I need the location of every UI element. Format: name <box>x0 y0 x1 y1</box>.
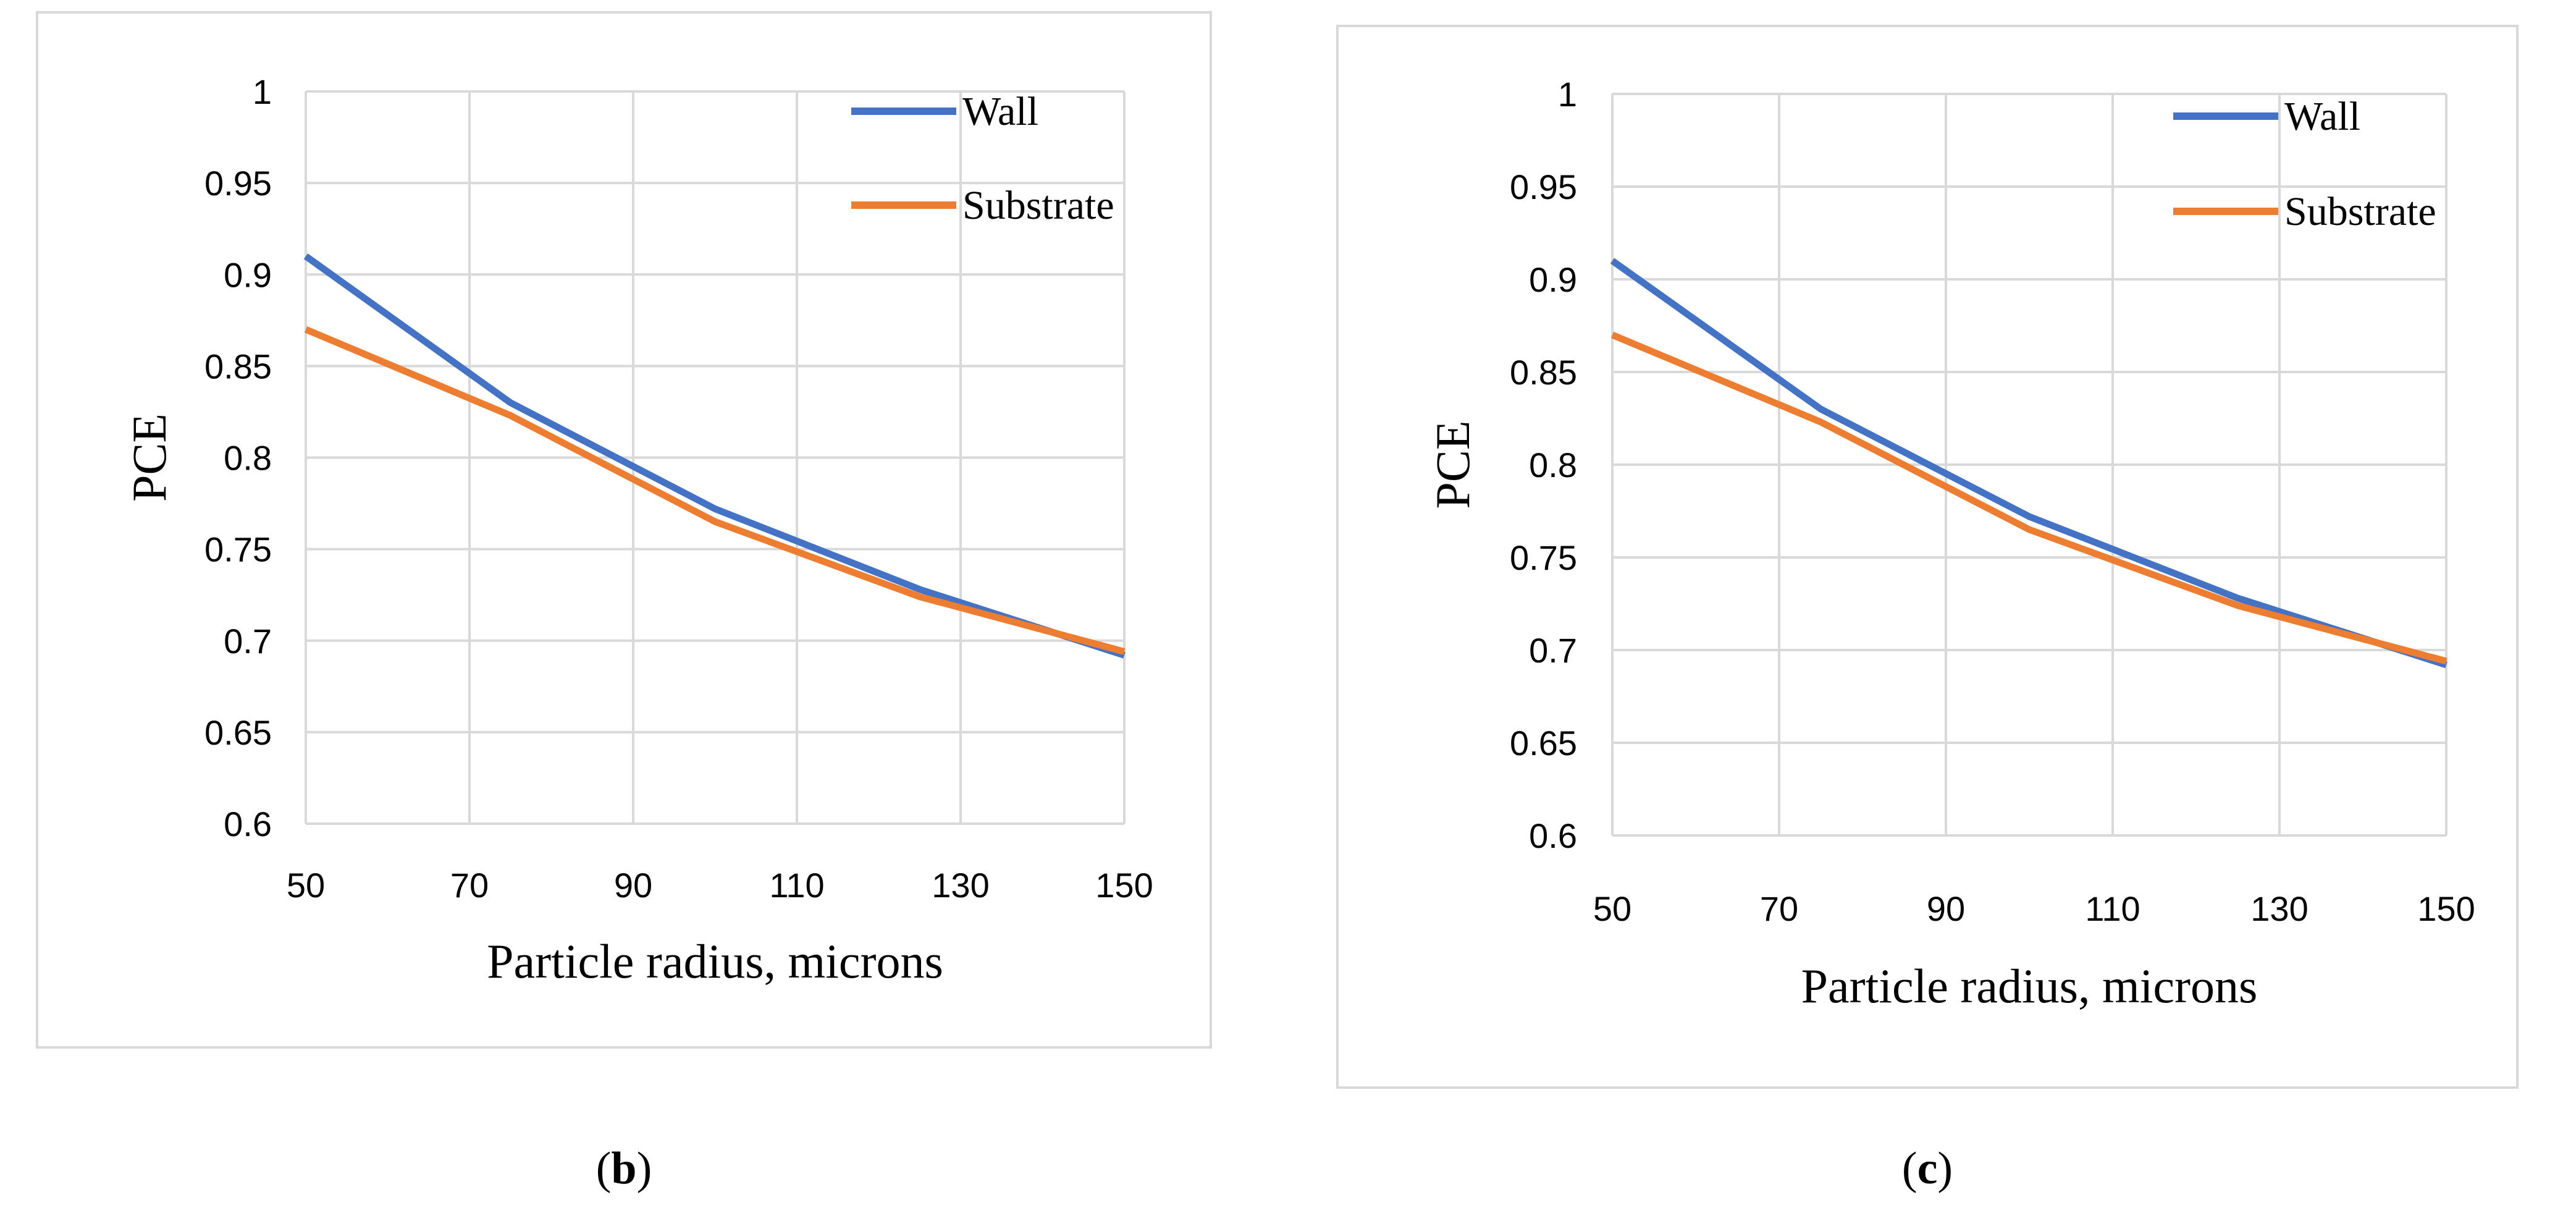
y-tick-label: 0.7 <box>224 622 272 661</box>
x-tick-label: 70 <box>450 866 489 905</box>
y-tick-label: 0.8 <box>224 439 272 478</box>
x-tick-label: 110 <box>2085 889 2140 928</box>
x-tick-label: 130 <box>932 866 989 905</box>
series-line-substrate <box>304 326 1126 655</box>
y-tick-label: 0.95 <box>204 164 272 203</box>
x-tick-label: 150 <box>1095 866 1153 905</box>
x-tick-label: 70 <box>1760 889 1798 928</box>
x-tick-label: 90 <box>1927 889 1965 928</box>
legend-label-wall: Wall <box>2284 94 2360 139</box>
legend-label-substrate: Substrate <box>2284 189 2436 234</box>
series-line-wall <box>1610 258 2448 669</box>
y-tick-label: 1 <box>1558 75 1577 114</box>
y-tick-label: 0.85 <box>1510 353 1577 392</box>
y-axis-title: PCE <box>1426 420 1480 509</box>
y-tick-label: 0.75 <box>1510 538 1577 577</box>
chart-frame <box>36 11 1212 1049</box>
x-tick-label: 50 <box>287 866 325 905</box>
x-tick-label: 50 <box>1593 889 1631 928</box>
legend-label-substrate: Substrate <box>962 183 1114 228</box>
chart-panel-b: 50 70 90 110 130 150 0.6 0.65 0.7 0.75 0.8 0.85 0.9 0… <box>36 11 1212 1194</box>
x-axis-title: Particle radius, microns <box>487 934 943 988</box>
x-axis-title: Particle radius, microns <box>1801 959 2258 1013</box>
panel-caption: (c) <box>1902 1143 1953 1194</box>
series-line-substrate <box>1610 331 2448 665</box>
y-tick-label: 0.7 <box>1529 631 1577 670</box>
y-tick-label: 0.65 <box>204 713 272 752</box>
y-axis-title: PCE <box>122 413 176 502</box>
y-tick-label: 1 <box>253 72 272 111</box>
y-tick-label: 0.85 <box>204 347 272 386</box>
y-tick-label: 0.6 <box>1529 816 1577 855</box>
y-tick-label: 0.95 <box>1510 167 1577 206</box>
y-tick-label: 0.9 <box>1529 260 1577 299</box>
series-line-wall <box>303 253 1126 659</box>
x-tick-label: 90 <box>614 866 652 905</box>
legend-label-wall: Wall <box>962 89 1038 134</box>
y-tick-label: 0.75 <box>204 530 272 569</box>
y-tick-label: 0.65 <box>1510 724 1577 763</box>
y-tick-label: 0.8 <box>1529 446 1577 484</box>
x-tick-label: 110 <box>769 866 824 905</box>
x-tick-label: 150 <box>2417 889 2475 928</box>
x-tick-label: 130 <box>2250 889 2308 928</box>
chart-panel-c: 50 70 90 110 130 150 0.6 0.65 0.7 0.75 0.8 0.85 0.9 0… <box>1336 25 2519 1194</box>
y-tick-label: 0.6 <box>224 805 272 843</box>
panel-caption: (b) <box>596 1143 652 1194</box>
y-tick-label: 0.9 <box>224 255 272 294</box>
